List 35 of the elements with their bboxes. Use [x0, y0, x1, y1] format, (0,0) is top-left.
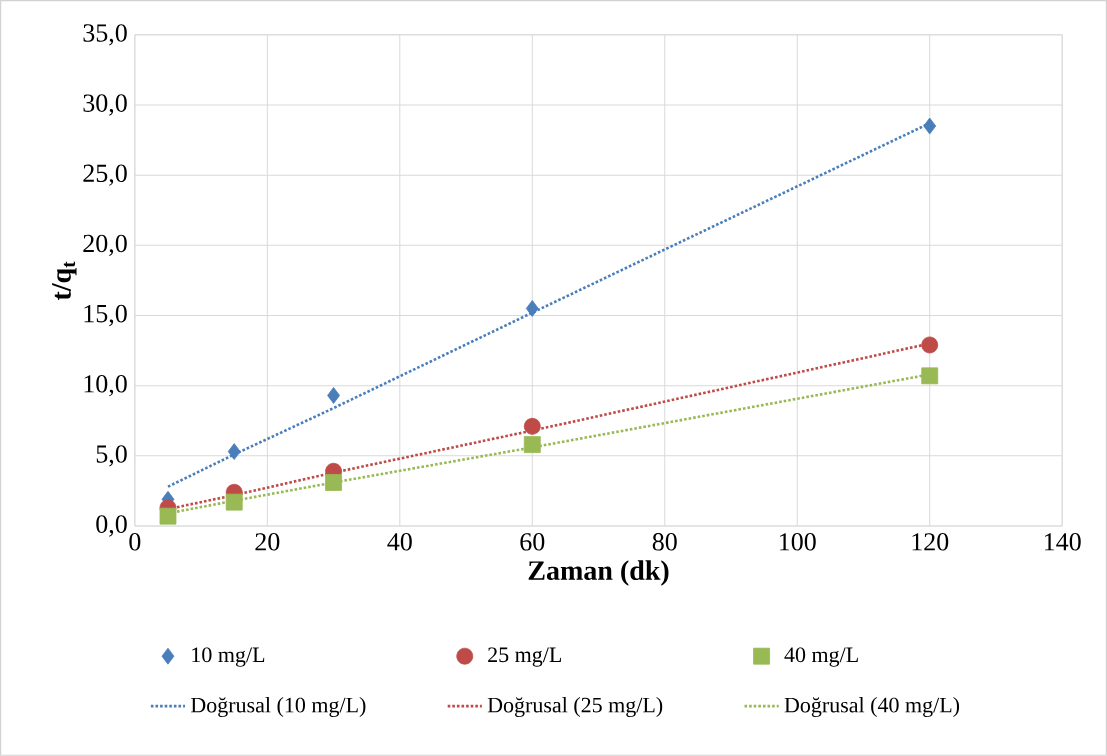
y-tick-label: 15,0	[84, 304, 127, 327]
x-tick-label: 80	[652, 533, 677, 551]
x-tick-label: 100	[780, 533, 816, 551]
y-tick-label: 30,0	[83, 94, 127, 116]
legend-label: Doğrusal (40 mg/L)	[784, 697, 960, 718]
point	[525, 300, 539, 317]
y-tick-label: 10,0	[84, 375, 127, 397]
point	[325, 474, 342, 491]
y-tick-label: 0,0	[96, 515, 127, 537]
point	[923, 117, 937, 135]
legend-label: 10 mg/L	[192, 647, 265, 667]
x-tick-label: 60	[520, 533, 545, 551]
point	[225, 493, 243, 511]
legend-label: Doğrusal (10 mg/L)	[190, 697, 366, 718]
point	[523, 418, 541, 435]
x-tick-label: 140	[1044, 533, 1081, 551]
y-tick-label: 35,0	[83, 24, 127, 46]
point	[921, 336, 939, 354]
y-tick-label: 25,0	[83, 164, 127, 186]
y-tick-label: 5,0	[96, 445, 127, 467]
x-axis-title: Zaman (dk)	[528, 560, 669, 586]
y-tick-label: 20,0	[83, 234, 127, 257]
legend-label: 40 mg/L	[784, 647, 858, 667]
x-tick-label: 120	[912, 533, 949, 551]
point	[523, 436, 541, 454]
point	[159, 507, 177, 525]
legend-label: 25 mg/L	[488, 647, 561, 667]
point	[227, 443, 241, 461]
y-axis-title: t/q$_{t}$	[52, 261, 77, 301]
x-tick-label: 0	[129, 533, 141, 551]
point	[327, 387, 340, 404]
legend-label: Doğrusal (25 mg/L)	[487, 697, 663, 718]
x-tick-label: 40	[387, 533, 412, 551]
x-tick-label: 20	[255, 533, 280, 551]
point	[921, 367, 939, 385]
